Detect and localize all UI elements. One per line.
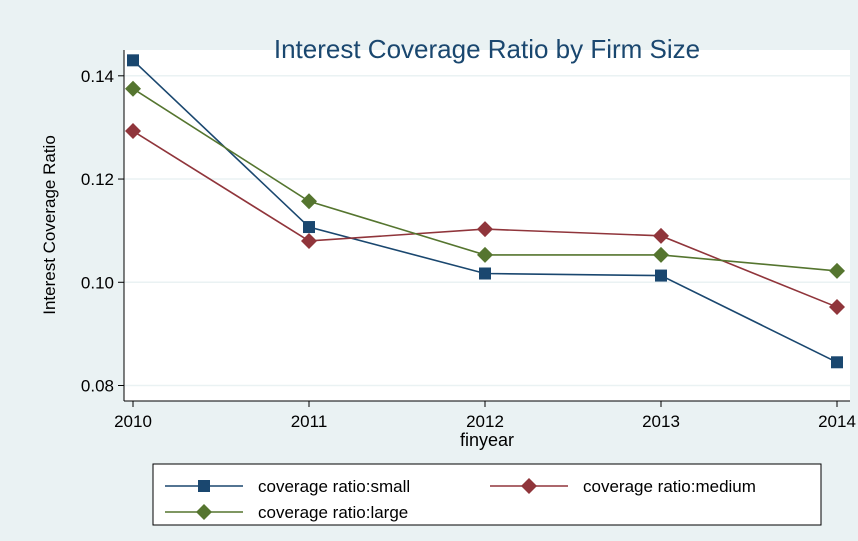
x-axis: 2010 2011 2012 2013 2014	[114, 400, 856, 431]
legend-item-coverage-ratio-large: coverage ratio:large	[165, 503, 408, 522]
legend: coverage ratio:small coverage ratio:mediu…	[165, 477, 756, 522]
legend-marker	[198, 480, 210, 492]
x-tick-label: 2014	[818, 412, 856, 431]
y-tick-label: 0.08	[81, 377, 114, 396]
x-tick-label: 2013	[642, 412, 680, 431]
gridlines	[124, 75, 850, 387]
legend-label: coverage ratio:large	[258, 503, 408, 522]
series-coverage-ratio-small	[127, 54, 843, 369]
data-point-coverage-ratio-large	[653, 246, 669, 263]
series-coverage-ratio-large	[125, 80, 845, 279]
data-point-coverage-ratio-medium	[301, 232, 317, 249]
data-point-coverage-ratio-small	[831, 356, 843, 369]
legend-label: coverage ratio:small	[258, 477, 410, 496]
data-point-coverage-ratio-small	[127, 54, 139, 67]
chart-title: Interest Coverage Ratio by Firm Size	[274, 34, 700, 64]
legend-marker	[196, 504, 212, 520]
data-point-coverage-ratio-medium	[477, 221, 493, 238]
legend-marker	[521, 478, 537, 494]
legend-item-coverage-ratio-small: coverage ratio:small	[165, 477, 410, 496]
y-axis-label: Interest Coverage Ratio	[40, 135, 59, 315]
legend-item-coverage-ratio-medium: coverage ratio:medium	[490, 477, 756, 496]
data-point-coverage-ratio-large	[477, 246, 493, 263]
y-axis: 0.08 0.10 0.12 0.14	[81, 50, 125, 401]
data-point-coverage-ratio-large	[125, 80, 141, 97]
data-point-coverage-ratio-large	[301, 193, 317, 210]
x-tick-label: 2011	[291, 412, 328, 431]
data-point-coverage-ratio-small	[479, 267, 491, 280]
x-tick-label: 2012	[466, 412, 504, 431]
y-tick-label: 0.10	[81, 273, 114, 292]
data-point-coverage-ratio-medium	[829, 299, 845, 316]
legend-label: coverage ratio:medium	[583, 477, 756, 496]
data-point-coverage-ratio-small	[303, 221, 315, 234]
legend-box	[152, 463, 822, 526]
series-layer	[125, 54, 845, 369]
data-point-coverage-ratio-large	[829, 262, 845, 279]
y-tick-label: 0.12	[81, 170, 114, 189]
data-point-coverage-ratio-medium	[125, 123, 141, 140]
data-point-coverage-ratio-small	[655, 269, 667, 282]
data-point-coverage-ratio-medium	[653, 227, 669, 244]
y-tick-label: 0.14	[81, 67, 114, 86]
x-tick-label: 2010	[114, 412, 152, 431]
x-axis-label: finyear	[460, 430, 514, 450]
